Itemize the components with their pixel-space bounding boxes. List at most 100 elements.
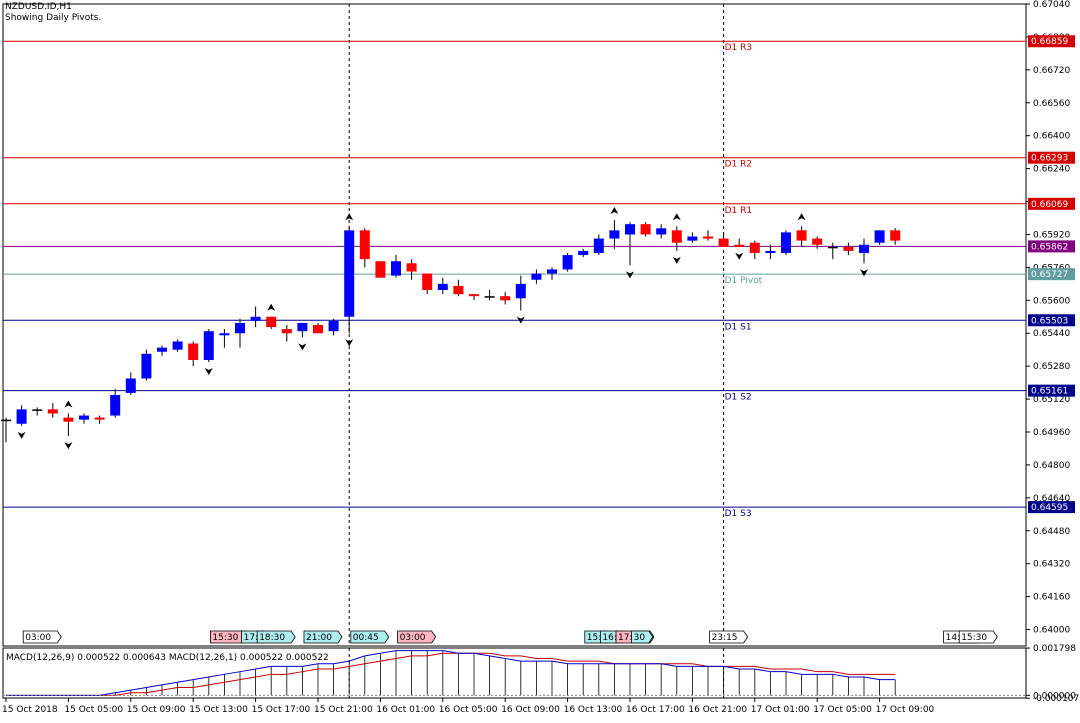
candle-body — [94, 417, 105, 420]
candle-body — [671, 230, 682, 243]
fractal-up-arrow — [267, 303, 276, 311]
y-axis-label: 0.64640 — [1033, 494, 1070, 504]
candle-body — [141, 353, 152, 379]
candle-body — [297, 322, 308, 332]
session-marker — [256, 630, 296, 644]
y-axis-label: 0.64960 — [1033, 428, 1070, 438]
candle-body — [640, 224, 651, 235]
candle-body — [469, 294, 479, 297]
session-marker-text: 03:00 — [400, 633, 426, 643]
candle-body — [812, 238, 823, 245]
candle-body — [203, 331, 214, 360]
pivot-price-text: 0.65727 — [1031, 270, 1068, 280]
fractal-up-arrow — [610, 207, 619, 215]
x-axis-label: 16 Oct 13:00 — [564, 705, 623, 715]
pivot-price-tag — [1028, 35, 1075, 48]
candle-body — [359, 230, 370, 260]
x-axis-label: 17 Oct 05:00 — [813, 705, 872, 715]
session-marker-text: 17: — [244, 633, 258, 643]
candle-body — [437, 283, 448, 291]
session-marker-text: 16: — [602, 633, 616, 643]
candle-body — [500, 296, 511, 301]
session-marker — [631, 630, 654, 644]
y-axis-label: 0.67040 — [1033, 0, 1070, 10]
pivot-price-tag — [1028, 268, 1075, 281]
session-marker-text: 30 — [634, 633, 646, 643]
y-axis-label: 0.66560 — [1033, 99, 1070, 109]
x-axis-label: 15 Oct 05:00 — [64, 705, 123, 715]
candle-body — [796, 230, 807, 241]
x-axis-label: 15 Oct 09:00 — [127, 705, 186, 715]
fractal-up-arrow — [672, 213, 681, 221]
pivot-price-text: 0.64595 — [1031, 503, 1068, 513]
fractal-up-arrow — [345, 213, 354, 221]
candle-body — [593, 238, 604, 253]
pivot-price-tag — [1028, 501, 1075, 514]
session-marker — [709, 630, 749, 644]
pivot-price-text: 0.66069 — [1031, 200, 1068, 210]
session-marker-text: 15:30 — [961, 633, 987, 643]
session-marker — [303, 630, 343, 644]
current-price-tag — [1028, 240, 1075, 253]
candle-body — [157, 347, 167, 352]
candle-body — [172, 341, 183, 350]
macd-y-label: 0.000000 — [1033, 691, 1076, 701]
candle-body — [515, 283, 526, 299]
macd-y-label: 0.001798 — [1033, 644, 1076, 654]
candle-body — [578, 250, 589, 256]
session-marker-text: 23:15 — [712, 633, 738, 643]
fractal-up-arrow — [64, 400, 73, 408]
candle-body — [484, 296, 495, 298]
candle-body — [32, 409, 43, 411]
x-axis-label: 15 Oct 13:00 — [189, 705, 248, 715]
session-marker-text: 17:42 — [618, 633, 644, 643]
y-axis-label: 0.66240 — [1033, 165, 1070, 175]
candle-body — [328, 320, 339, 332]
candle-body — [827, 246, 838, 249]
y-axis-label: 0.64800 — [1033, 461, 1070, 471]
x-axis-label: 16 Oct 17:00 — [626, 705, 685, 715]
session-marker-text: 03:00 — [25, 633, 51, 643]
candle-body — [609, 230, 620, 239]
pivot-price-text: 0.65503 — [1031, 316, 1068, 326]
macd-main-line — [6, 650, 896, 696]
pivot-price-text: 0.65161 — [1031, 387, 1068, 397]
fractal-down-arrow — [672, 256, 681, 264]
session-marker-text: 00:45 — [353, 633, 379, 643]
session-marker-text: 18:30 — [259, 633, 285, 643]
candle-body — [531, 273, 542, 280]
candle-body — [110, 394, 121, 416]
pivot-price-text: 0.66859 — [1031, 37, 1068, 47]
pivot-price-text: 0.66293 — [1031, 154, 1068, 164]
x-axis-label: 16 Oct 21:00 — [688, 705, 747, 715]
pivot-label: D1 Pivot — [725, 276, 763, 286]
candle-body — [16, 409, 27, 424]
x-axis-label: 15 Oct 2018 — [2, 705, 58, 715]
x-axis-label: 16 Oct 01:00 — [376, 705, 435, 715]
y-axis-label: 0.66400 — [1033, 132, 1070, 142]
y-axis-label: 0.64160 — [1033, 593, 1070, 603]
candle-body — [125, 378, 136, 393]
candle-body — [734, 244, 745, 247]
candle-body — [765, 250, 776, 253]
session-marker — [958, 630, 998, 644]
fractal-down-arrow — [516, 316, 525, 324]
y-axis-label: 0.64000 — [1033, 626, 1070, 636]
candle-body — [235, 322, 245, 334]
pivot-price-tag — [1028, 384, 1075, 397]
candle-body — [79, 415, 89, 420]
candle-body — [625, 224, 635, 235]
x-axis-label: 17 Oct 01:00 — [751, 705, 810, 715]
x-axis-label: 16 Oct 05:00 — [439, 705, 498, 715]
candle-body — [562, 255, 573, 270]
candle-body — [422, 273, 433, 291]
y-axis-label: 0.64480 — [1033, 527, 1070, 537]
session-marker — [22, 630, 62, 644]
session-marker-text: 15:30 — [212, 633, 238, 643]
candle-body — [843, 246, 854, 251]
session-marker — [397, 630, 437, 644]
candle-body — [375, 261, 386, 278]
session-marker — [350, 630, 390, 644]
